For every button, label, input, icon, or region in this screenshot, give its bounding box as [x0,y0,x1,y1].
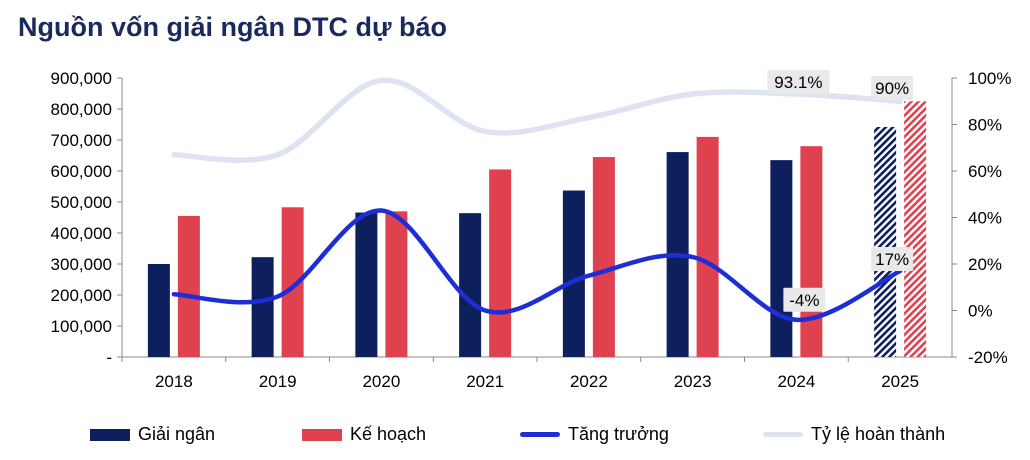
legend-label: Tăng trưởng [568,424,669,444]
x-tick-label: 2020 [362,372,400,391]
bar-giai-ngan-2018 [147,264,170,357]
right-tick-label: 80% [968,116,1002,135]
x-tick-label: 2024 [777,372,815,391]
bar-ke-hoach-2023 [696,136,719,357]
left-tick-label: 900,000 [51,69,112,88]
annotation-label: -4% [789,291,819,310]
right-tick-label: -20% [968,348,1008,367]
bar-ke-hoach-2024 [800,146,823,357]
legend-label: Kế hoạch [350,424,427,444]
left-tick-label: 300,000 [51,255,112,274]
bar-ke-hoach-2022 [592,157,615,357]
bar-giai-ngan-2025 [874,126,897,357]
annotation-box [871,246,914,271]
legend-swatch-ke-hoach [302,428,342,441]
annotations: 93.1% 90% 17% -4% [767,70,914,312]
left-tick-label: 100,000 [51,317,112,336]
legend-swatch-tang-truong [520,432,560,437]
left-tick-label: 200,000 [51,286,112,305]
legend-item-giai-ngan: Giải ngân [90,424,215,445]
bar-giai-ngan-2021 [459,213,482,357]
x-tick-label: 2018 [155,372,193,391]
x-tick-label: 2019 [259,372,297,391]
legend-label: Giải ngân [138,424,216,444]
right-tick-label: 0% [968,302,993,321]
legend-swatch-giai-ngan [90,428,130,441]
axes: - 100,000 200,000 300,000 400,000 500,000 600,… [51,69,1012,391]
right-tick-label: 100% [968,69,1011,88]
bar-giai-ngan-2019 [251,257,274,357]
left-tick-label: 700,000 [51,131,112,150]
annotation-box [767,70,830,94]
chart-canvas: - 100,000 200,000 300,000 400,000 500,000 600,… [51,69,1012,391]
legend: Giải ngân Kế hoạch Tăng trưởng Tỷ lệ hoà… [0,420,1030,450]
bar-ke-hoach-2021 [489,169,512,357]
left-tick-label: 800,000 [51,100,112,119]
bar-giai-ngan-2022 [562,190,585,357]
chart-title: Nguồn vốn giải ngân DTC dự báo [18,12,448,42]
bars [147,101,927,357]
line-tang-truong [171,208,903,323]
bar-ke-hoach-2020 [385,211,408,357]
left-tick-label: - [106,348,112,367]
x-tick-label: 2025 [881,372,919,391]
legend-item-tang-truong: Tăng trưởng [520,424,669,445]
annotation-label: 17% [875,250,909,269]
annotation-label: 90% [875,79,909,98]
legend-label: Tỷ lệ hoàn thành [811,424,946,444]
bar-ke-hoach-2018 [177,215,200,357]
legend-swatch-ty-le-hoan-thanh [763,432,803,437]
left-tick-label: 600,000 [51,162,112,181]
annotation-box [783,287,826,312]
left-tick-label: 500,000 [51,193,112,212]
bar-ke-hoach-2025 [904,101,927,357]
bar-ke-hoach-2019 [281,207,304,357]
annotation-box [871,76,914,100]
left-tick-label: 400,000 [51,224,112,243]
right-tick-label: 20% [968,255,1002,274]
legend-item-ty-le-hoan-thanh: Tỷ lệ hoàn thành [763,424,945,445]
bar-giai-ngan-2020 [355,212,378,357]
x-tick-label: 2023 [674,372,712,391]
legend-item-ke-hoach: Kế hoạch [302,424,426,445]
bar-giai-ngan-2024 [770,160,793,357]
annotation-label: 93.1% [774,73,822,92]
right-tick-label: 60% [968,162,1002,181]
right-tick-label: 40% [968,209,1002,228]
x-tick-label: 2022 [570,372,608,391]
x-tick-label: 2021 [466,372,504,391]
